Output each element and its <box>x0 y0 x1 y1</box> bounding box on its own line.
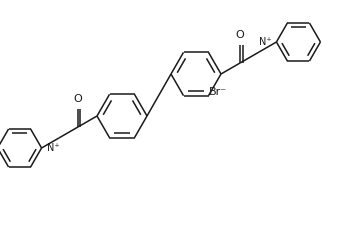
Text: N⁺: N⁺ <box>259 37 271 47</box>
Text: O: O <box>73 94 82 104</box>
Text: Br⁻: Br⁻ <box>209 87 227 97</box>
Text: O: O <box>236 30 245 40</box>
Text: N⁺: N⁺ <box>47 143 59 153</box>
